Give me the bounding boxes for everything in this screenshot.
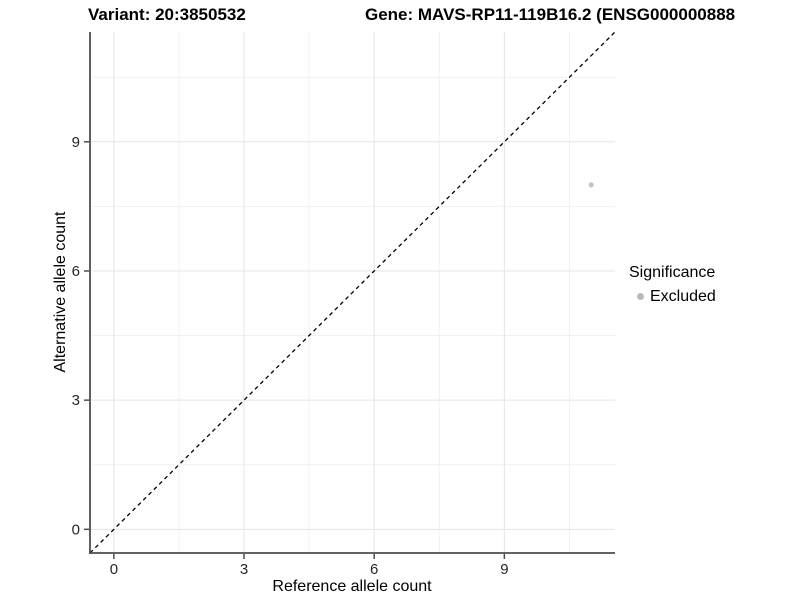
x-tick-label: 9 bbox=[500, 561, 508, 578]
legend-point-icon bbox=[637, 293, 644, 300]
y-tick-label: 0 bbox=[72, 521, 80, 538]
x-axis-title: Reference allele count bbox=[272, 578, 432, 595]
y-axis-title: Alternative allele count bbox=[52, 211, 69, 373]
y-tick-label: 3 bbox=[72, 392, 80, 409]
x-tick-label: 0 bbox=[110, 561, 118, 578]
legend: Significance Excluded bbox=[629, 262, 716, 307]
y-tick-label: 6 bbox=[72, 263, 80, 280]
legend-item-label: Excluded bbox=[650, 288, 716, 305]
legend-item-excluded: Excluded bbox=[629, 286, 716, 307]
identity-line bbox=[89, 31, 616, 554]
gene-title: Gene: MAVS-RP11-119B16.2 (ENSG000000888 bbox=[365, 5, 736, 24]
variant-title: Variant: 20:3850532 bbox=[88, 5, 246, 24]
y-tick-label: 9 bbox=[72, 134, 80, 151]
data-point bbox=[588, 182, 594, 188]
x-tick-label: 6 bbox=[370, 561, 378, 578]
x-tick-label: 3 bbox=[240, 561, 248, 578]
legend-title: Significance bbox=[629, 264, 716, 281]
